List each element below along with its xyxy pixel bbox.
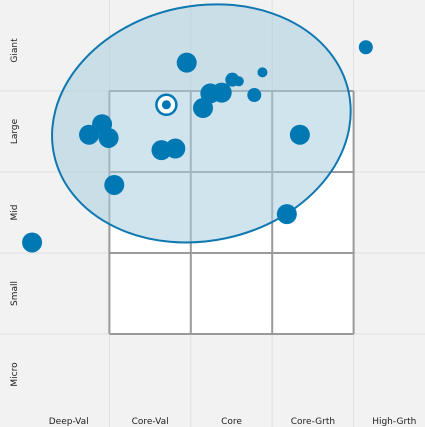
y-axis-tick-label: Small [10, 281, 20, 306]
x-axis-tick-label: Core-Val [132, 417, 169, 427]
holding-point [289, 124, 310, 145]
centroid-dot [161, 100, 171, 110]
holdings-points [22, 40, 373, 253]
holding-point [257, 67, 268, 78]
ownership-zone-ellipse [51, 3, 352, 244]
holding-point [176, 52, 197, 73]
holding-point [22, 232, 43, 253]
centroid-marker [155, 93, 178, 117]
y-axis-tick-label: Large [10, 118, 20, 144]
y-axis-tick-label: Mid [10, 205, 20, 221]
holding-point [247, 88, 262, 103]
holding-point [211, 82, 232, 103]
holding-point [98, 127, 119, 148]
y-axis-tick-label: Giant [10, 38, 20, 63]
y-axis-tick-label: Micro [10, 362, 20, 387]
ownership-zone-ellipse-shape [51, 3, 352, 244]
holding-point [276, 204, 297, 225]
x-axis-tick-label: Core-Grth [291, 417, 335, 427]
holding-point [104, 174, 125, 195]
x-axis-tick-label: Core [221, 417, 242, 427]
holding-point [165, 138, 186, 159]
holding-point [358, 40, 373, 55]
x-axis-labels: Deep-Val Core-Val Core Core-Grth High-Grth [49, 417, 417, 427]
x-axis-tick-label: High-Grth [372, 417, 416, 427]
holding-point [233, 76, 244, 87]
x-axis-tick-label: Deep-Val [49, 417, 89, 427]
y-axis-labels: Micro Small Mid Large Giant [10, 38, 20, 387]
